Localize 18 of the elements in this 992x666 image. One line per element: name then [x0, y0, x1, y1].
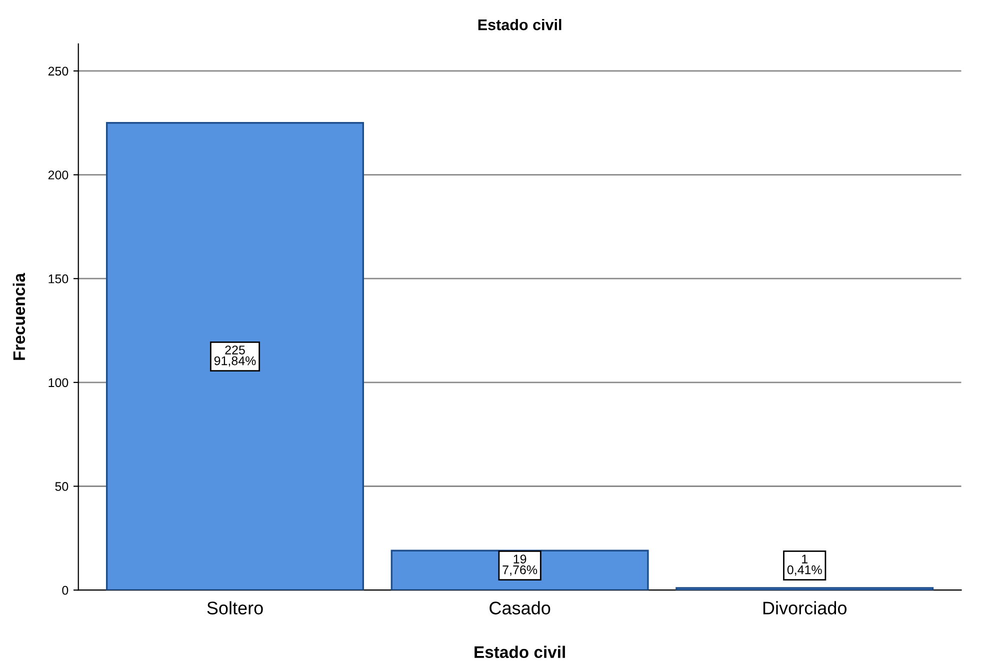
x-tick-label: Divorciado: [763, 601, 846, 614]
y-tick-label: 250: [48, 66, 68, 76]
data-label: 1 0,41%: [787, 554, 822, 576]
data-label: 19 7,76%: [502, 554, 538, 576]
y-tick-label: 50: [55, 482, 68, 491]
x-tick-label: Soltero: [207, 601, 263, 614]
bar: [106, 122, 364, 590]
y-tick-label: 0: [62, 586, 68, 595]
y-tick-label: 100: [48, 378, 68, 388]
x-axis-title: Estado civil: [474, 646, 565, 658]
x-tick-label: Casado: [490, 601, 550, 614]
chart-title: Estado civil: [478, 18, 562, 30]
bar: [390, 550, 649, 590]
y-axis-title: Frecuencia: [12, 272, 26, 360]
bar: [676, 587, 934, 590]
y-tick-label: 150: [48, 274, 68, 284]
data-label: 225 91,84%: [214, 346, 256, 367]
y-tick-label: 200: [48, 170, 68, 180]
